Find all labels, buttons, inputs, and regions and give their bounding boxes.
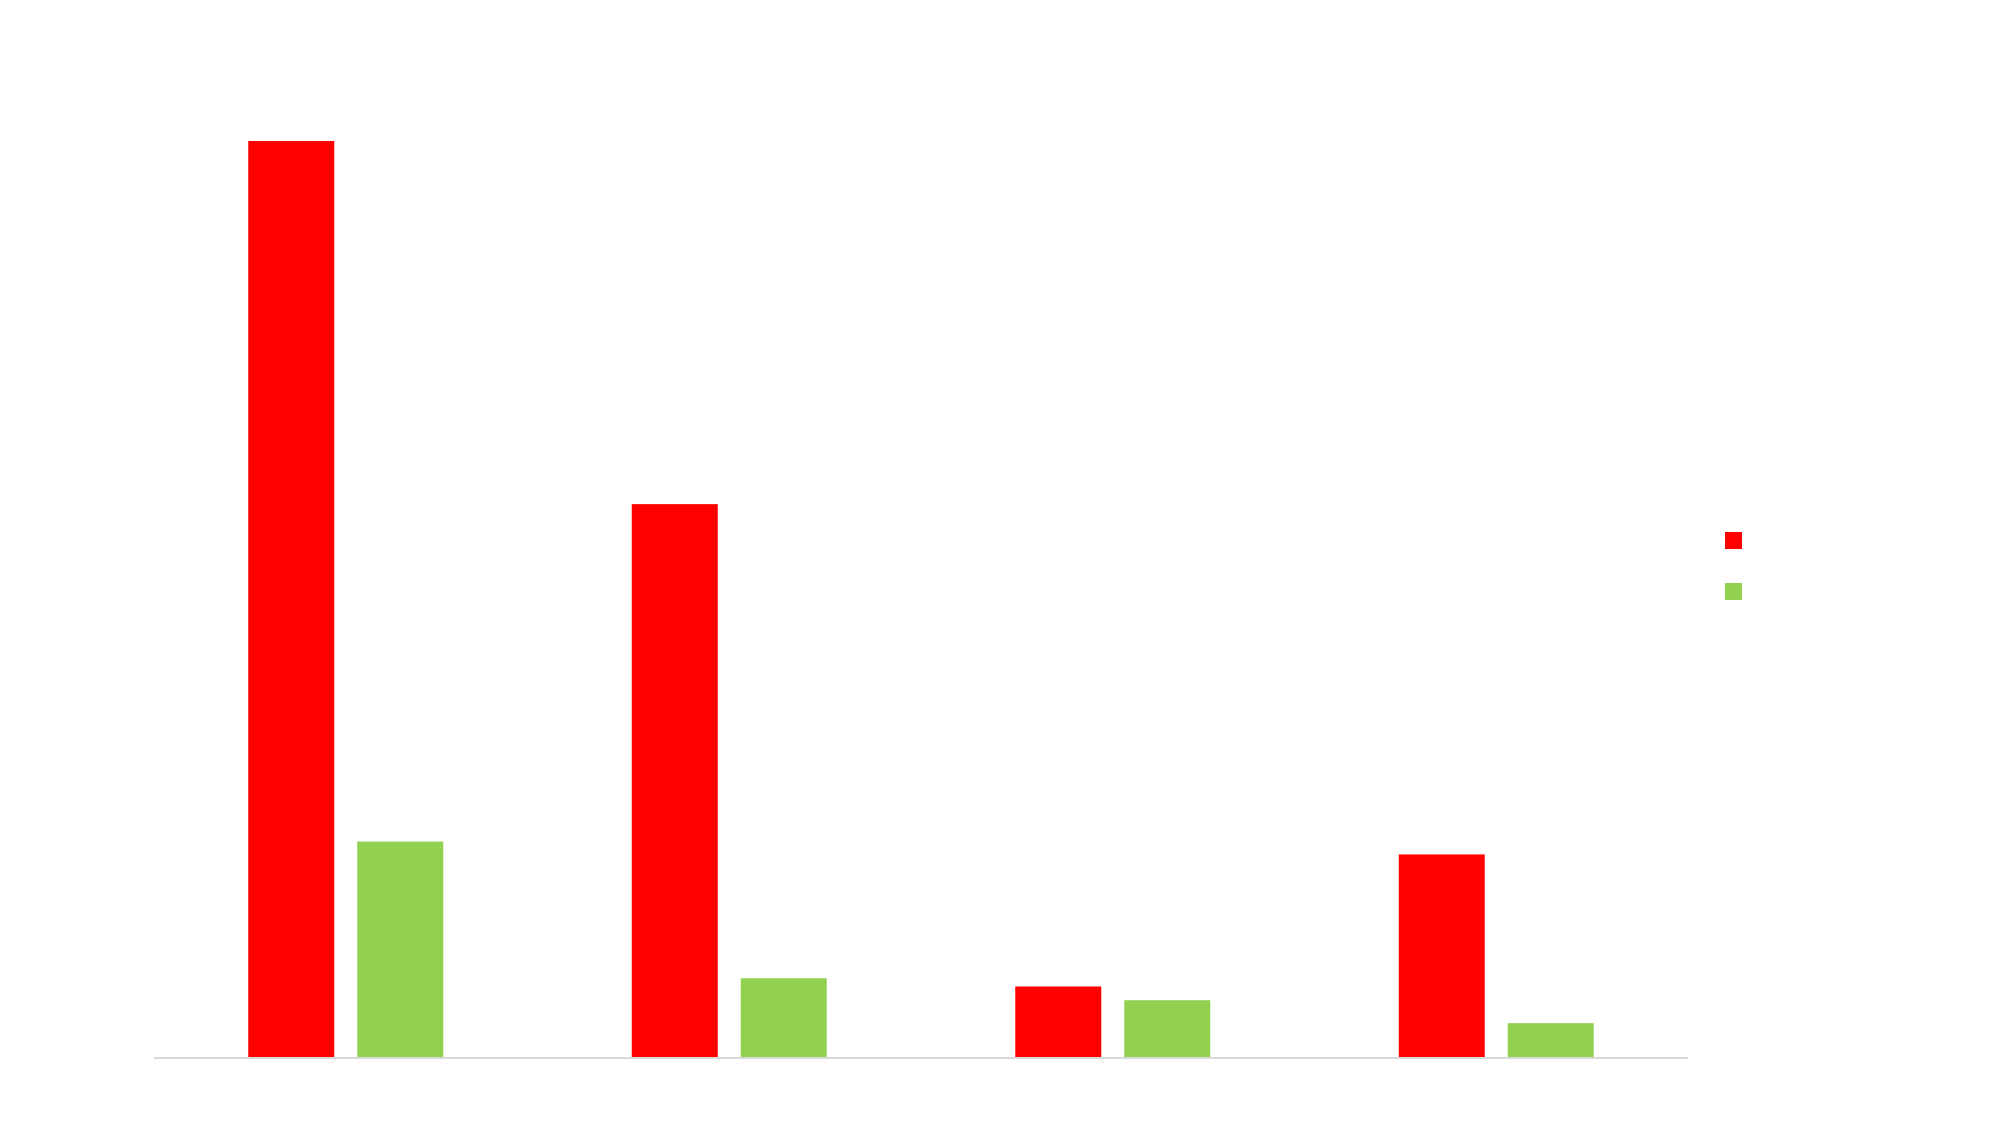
bar-series-2-category-3: [1124, 1000, 1211, 1058]
bar-series-2-category-4: [1507, 1023, 1594, 1058]
bar-series-2-category-1: [357, 841, 444, 1058]
bar-series-1-category-2: [631, 504, 718, 1059]
bar-series-1-category-4: [1398, 854, 1485, 1058]
legend-swatch-2: [1725, 583, 1742, 600]
bar-series-1-category-3: [1015, 986, 1102, 1058]
bars-layer: [248, 141, 1594, 1059]
legend: [1725, 532, 1742, 600]
bar-series-1-category-1: [248, 141, 335, 1058]
bar-series-2-category-2: [740, 978, 827, 1058]
legend-swatch-1: [1725, 532, 1742, 549]
